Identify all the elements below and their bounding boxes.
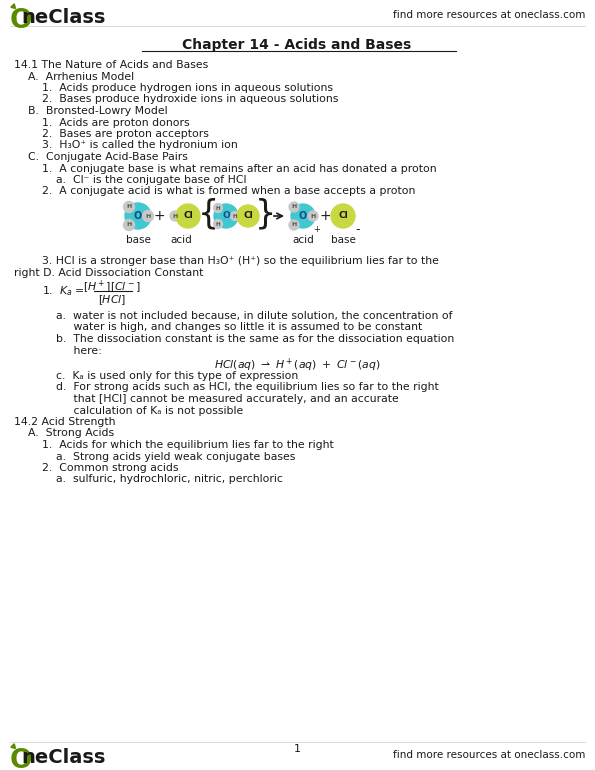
Text: 14.1 The Nature of Acids and Bases: 14.1 The Nature of Acids and Bases [14, 60, 208, 70]
Text: Cl: Cl [183, 212, 193, 220]
Text: neClass: neClass [21, 8, 105, 27]
Text: 2.  Bases produce hydroxide ions in aqueous solutions: 2. Bases produce hydroxide ions in aqueo… [42, 95, 339, 105]
Circle shape [289, 202, 299, 212]
Circle shape [289, 220, 299, 230]
Text: +: + [319, 209, 331, 223]
Text: H: H [311, 213, 315, 219]
Circle shape [214, 219, 223, 229]
Text: neClass: neClass [21, 748, 105, 767]
Text: $HCl(aq)\ \rightharpoonup\ H^+(aq)\ +\ Cl^-(aq)$: $HCl(aq)\ \rightharpoonup\ H^+(aq)\ +\ C… [214, 357, 380, 374]
Circle shape [331, 204, 355, 228]
Text: 1.  Acids are proton donors: 1. Acids are proton donors [42, 118, 190, 128]
Text: A.  Arrhenius Model: A. Arrhenius Model [28, 72, 134, 82]
Text: 1.  Acids produce hydrogen ions in aqueous solutions: 1. Acids produce hydrogen ions in aqueou… [42, 83, 333, 93]
Text: find more resources at oneclass.com: find more resources at oneclass.com [393, 750, 585, 760]
Text: a.  Strong acids yield weak conjugate bases: a. Strong acids yield weak conjugate bas… [56, 451, 295, 461]
Text: d.  For strong acids such as HCl, the equilibrium lies so far to the right: d. For strong acids such as HCl, the equ… [56, 383, 439, 393]
Text: H: H [292, 223, 297, 227]
Circle shape [170, 211, 180, 221]
Text: O: O [10, 748, 33, 770]
Text: O: O [299, 211, 307, 221]
Circle shape [214, 203, 223, 213]
Text: H: H [126, 223, 131, 227]
Text: a.  sulfuric, hydrochloric, nitric, perchloric: a. sulfuric, hydrochloric, nitric, perch… [56, 474, 283, 484]
Text: 14.2 Acid Strength: 14.2 Acid Strength [14, 417, 115, 427]
Circle shape [308, 211, 318, 221]
Text: b.  The dissociation constant is the same as for the dissociation equation: b. The dissociation constant is the same… [56, 334, 454, 344]
Text: H: H [216, 206, 220, 210]
Text: A.  Strong Acids: A. Strong Acids [28, 428, 114, 438]
Text: a.  Cl⁻ is the conjugate base of HCl: a. Cl⁻ is the conjugate base of HCl [56, 175, 246, 185]
Text: 2.  Bases are proton acceptors: 2. Bases are proton acceptors [42, 129, 209, 139]
Text: -: - [356, 223, 360, 236]
Text: acid: acid [171, 235, 192, 245]
Text: 3.  H₃O⁺ is called the hydronium ion: 3. H₃O⁺ is called the hydronium ion [42, 140, 238, 150]
Text: base: base [331, 235, 355, 245]
Text: Cl: Cl [338, 212, 348, 220]
Text: +: + [314, 226, 321, 235]
Text: 1.  Acids for which the equilibrium lies far to the right: 1. Acids for which the equilibrium lies … [42, 440, 334, 450]
Circle shape [230, 212, 240, 220]
Circle shape [291, 204, 315, 228]
Circle shape [237, 205, 259, 227]
Text: O: O [222, 212, 230, 220]
Text: O: O [10, 8, 33, 34]
Text: 1: 1 [293, 744, 300, 754]
Text: H: H [233, 213, 237, 219]
Text: C.  Conjugate Acid-Base Pairs: C. Conjugate Acid-Base Pairs [28, 152, 188, 162]
Text: H: H [216, 222, 220, 226]
Text: 1.  $K_a$ =: 1. $K_a$ = [42, 284, 85, 298]
Circle shape [125, 203, 151, 229]
Text: H: H [173, 213, 178, 219]
Text: 1.  A conjugate base is what remains after an acid has donated a proton: 1. A conjugate base is what remains afte… [42, 163, 437, 173]
Circle shape [142, 210, 154, 222]
Text: 2.  A conjugate acid is what is formed when a base accepts a proton: 2. A conjugate acid is what is formed wh… [42, 186, 415, 196]
Text: here:: here: [56, 346, 102, 356]
Text: H: H [126, 205, 131, 209]
Text: water is high, and changes so little it is assumed to be constant: water is high, and changes so little it … [56, 323, 422, 333]
Text: base: base [126, 235, 151, 245]
Text: calculation of Kₐ is not possible: calculation of Kₐ is not possible [56, 406, 243, 416]
Text: find more resources at oneclass.com: find more resources at oneclass.com [393, 10, 585, 20]
Text: O: O [134, 211, 142, 221]
Text: a.  water is not included because, in dilute solution, the concentration of: a. water is not included because, in dil… [56, 311, 453, 321]
Text: right D. Acid Dissociation Constant: right D. Acid Dissociation Constant [14, 267, 203, 277]
Text: {: { [198, 197, 218, 230]
Circle shape [214, 204, 238, 228]
Text: $[HCl]$: $[HCl]$ [98, 293, 126, 306]
Text: 2.  Common strong acids: 2. Common strong acids [42, 463, 178, 473]
Text: H: H [292, 205, 297, 209]
Text: $[H^+][Cl^-]$: $[H^+][Cl^-]$ [83, 279, 141, 296]
Text: c.  Kₐ is used only for this type of expression: c. Kₐ is used only for this type of expr… [56, 371, 298, 381]
Circle shape [176, 204, 200, 228]
Text: }: } [255, 197, 275, 230]
Text: Chapter 14 - Acids and Bases: Chapter 14 - Acids and Bases [183, 38, 412, 52]
Text: H: H [145, 213, 151, 219]
Text: that [HCl] cannot be measured accurately, and an accurate: that [HCl] cannot be measured accurately… [56, 394, 399, 404]
Text: 3. HCl is a stronger base than H₃O⁺ (H⁺) so the equilibrium lies far to the: 3. HCl is a stronger base than H₃O⁺ (H⁺)… [42, 256, 439, 266]
Circle shape [124, 202, 134, 213]
Text: acid: acid [292, 235, 314, 245]
Text: B.  Bronsted-Lowry Model: B. Bronsted-Lowry Model [28, 106, 168, 116]
Text: +: + [153, 209, 165, 223]
Text: Cl: Cl [243, 212, 253, 220]
Circle shape [124, 219, 134, 230]
